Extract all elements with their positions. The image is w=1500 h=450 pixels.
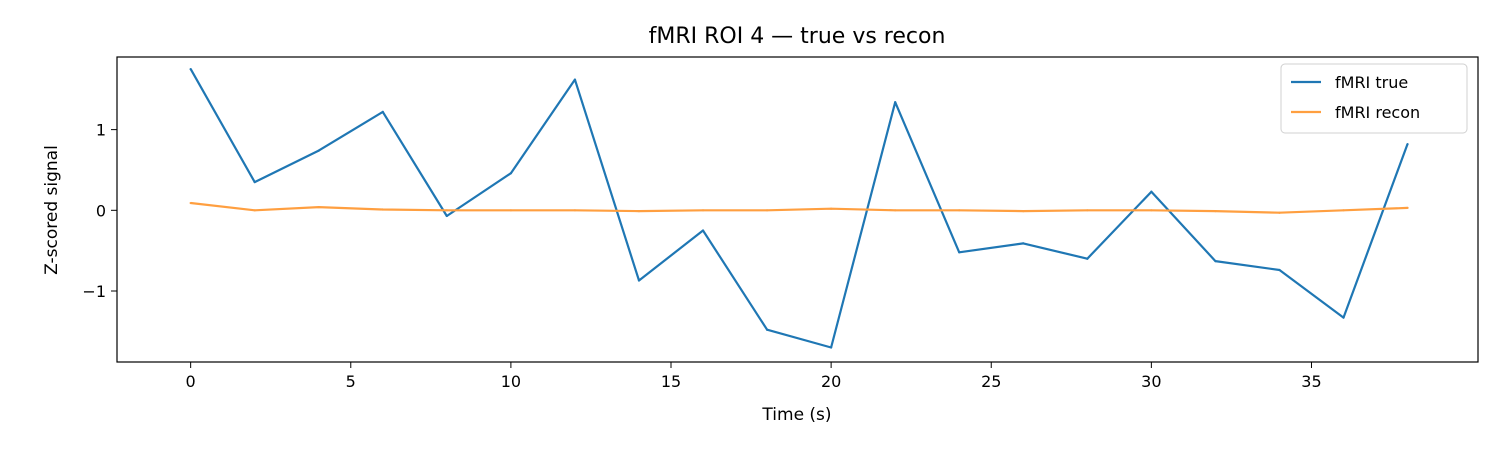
data-point-fmri-true bbox=[381, 110, 384, 113]
x-tick-label: 20 bbox=[821, 372, 841, 391]
x-tick-label: 25 bbox=[981, 372, 1001, 391]
data-point-fmri-recon bbox=[958, 209, 961, 212]
y-axis: −1 0 1 bbox=[82, 121, 117, 301]
data-point-fmri-true bbox=[958, 251, 961, 254]
data-point-fmri-true bbox=[637, 279, 641, 282]
data-point-fmri-true bbox=[1150, 190, 1153, 193]
plot-area bbox=[116, 56, 1479, 363]
data-point-fmri-recon bbox=[1022, 210, 1025, 213]
x-tick-label: 10 bbox=[501, 372, 521, 391]
data-point-fmri-recon bbox=[573, 209, 577, 212]
data-point-fmri-recon bbox=[1086, 209, 1089, 212]
legend-entry: fMRI true bbox=[1335, 73, 1408, 92]
chart-title: fMRI ROI 4 — true vs recon bbox=[649, 24, 946, 49]
data-point-fmri-true bbox=[1022, 242, 1025, 245]
x-tick-label: 30 bbox=[1141, 372, 1161, 391]
data-point-fmri-recon bbox=[1150, 209, 1153, 212]
data-point-fmri-true bbox=[445, 214, 448, 218]
x-tick-label: 0 bbox=[186, 372, 196, 391]
data-point-fmri-recon bbox=[1214, 210, 1217, 213]
data-point-fmri-true bbox=[1278, 268, 1281, 272]
series-fmri-recon bbox=[189, 201, 1409, 214]
x-axis-label: Time (s) bbox=[761, 405, 831, 425]
series-line-fmri-recon bbox=[190, 201, 1408, 214]
data-point-fmri-true bbox=[317, 149, 320, 152]
data-point-fmri-true bbox=[765, 328, 769, 331]
y-tick-label: 0 bbox=[96, 201, 106, 220]
data-point-fmri-recon bbox=[830, 207, 833, 210]
data-point-fmri-recon bbox=[189, 201, 192, 205]
data-point-fmri-recon bbox=[894, 209, 897, 212]
data-point-fmri-true bbox=[1342, 316, 1345, 319]
data-point-fmri-recon bbox=[765, 209, 769, 212]
data-point-fmri-true bbox=[509, 172, 512, 175]
x-tick-label: 5 bbox=[346, 372, 356, 391]
data-point-fmri-true bbox=[1086, 257, 1089, 260]
data-point-fmri-recon bbox=[445, 209, 448, 212]
data-point-fmri-true bbox=[894, 101, 897, 104]
data-point-fmri-recon bbox=[253, 209, 256, 212]
data-point-fmri-recon bbox=[509, 209, 512, 212]
data-point-fmri-true bbox=[701, 229, 705, 232]
x-tick-label: 15 bbox=[661, 372, 681, 391]
data-point-fmri-recon bbox=[317, 205, 320, 209]
data-point-fmri-recon bbox=[1342, 209, 1345, 212]
legend-box bbox=[1280, 63, 1468, 134]
x-axis: 0 5 10 15 20 25 30 35 bbox=[186, 362, 1322, 391]
y-axis-label: Z-scored signal bbox=[42, 145, 62, 275]
series-line-fmri-true bbox=[189, 68, 1409, 349]
data-point-fmri-recon bbox=[1406, 206, 1409, 209]
data-point-fmri-recon bbox=[1278, 211, 1281, 214]
data-point-fmri-true bbox=[1406, 143, 1409, 146]
plot-frame bbox=[116, 56, 1479, 363]
data-point-fmri-true bbox=[573, 78, 577, 81]
series-lines bbox=[189, 68, 1409, 349]
data-point-fmri-recon bbox=[701, 209, 705, 212]
data-point-fmri-true bbox=[253, 180, 256, 184]
data-point-fmri-true bbox=[1214, 260, 1217, 263]
legend: fMRI true fMRI recon bbox=[1280, 63, 1468, 134]
series-fmri-true bbox=[189, 68, 1409, 349]
data-point-fmri-true bbox=[830, 346, 833, 349]
data-point-fmri-true bbox=[189, 68, 192, 71]
x-tick-label: 35 bbox=[1301, 372, 1321, 391]
data-point-fmri-recon bbox=[637, 210, 641, 213]
data-point-fmri-recon bbox=[381, 208, 384, 211]
y-tick-label: 1 bbox=[96, 121, 106, 140]
legend-entry: fMRI recon bbox=[1335, 103, 1420, 122]
y-tick-label: −1 bbox=[82, 282, 106, 301]
